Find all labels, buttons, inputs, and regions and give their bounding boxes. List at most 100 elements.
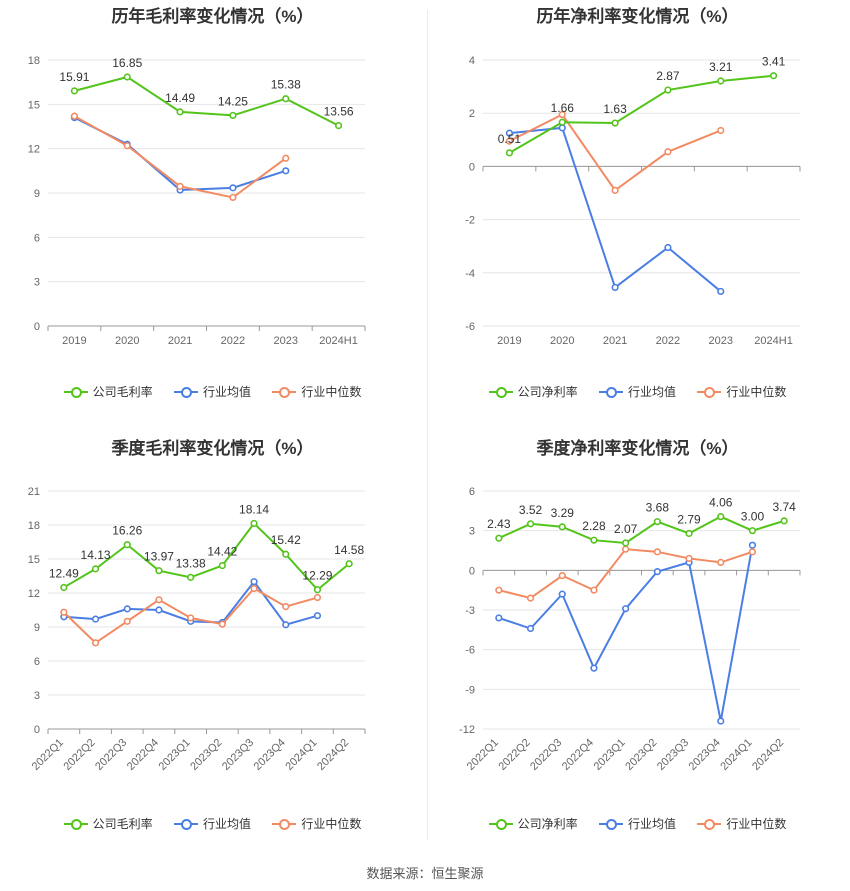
data-point[interactable] (60, 583, 68, 592)
data-point[interactable] (526, 624, 535, 633)
data-point[interactable] (622, 539, 630, 547)
data-point[interactable] (282, 603, 290, 611)
data-point[interactable] (282, 550, 290, 558)
data-point[interactable] (611, 186, 619, 194)
legend-item-median[interactable]: 行业中位数 (697, 815, 786, 832)
data-point[interactable] (717, 77, 725, 85)
data-point[interactable] (505, 129, 514, 137)
data-point[interactable] (611, 119, 619, 127)
data-point[interactable] (123, 73, 131, 81)
legend-item-median[interactable]: 行业中位数 (272, 815, 361, 832)
data-point[interactable] (250, 578, 258, 586)
data-point[interactable] (176, 108, 184, 116)
data-point[interactable] (717, 287, 725, 296)
data-point[interactable] (495, 534, 503, 542)
data-point[interactable] (313, 593, 322, 602)
data-point[interactable] (717, 126, 725, 135)
data-point[interactable] (313, 612, 322, 620)
data-point[interactable] (91, 565, 100, 573)
data-point[interactable] (123, 541, 131, 549)
data-point[interactable] (717, 558, 725, 566)
data-point[interactable] (590, 664, 598, 672)
data-point[interactable] (70, 87, 79, 95)
data-point[interactable] (590, 536, 598, 544)
data-point[interactable] (250, 584, 258, 593)
data-point[interactable] (748, 527, 757, 535)
data-point[interactable] (685, 529, 693, 538)
chart-legend[interactable]: 公司毛利率 行业均值 行业中位数 (0, 383, 425, 401)
data-point[interactable] (748, 541, 757, 549)
data-point[interactable] (769, 72, 778, 80)
data-point[interactable] (526, 594, 535, 602)
data-point[interactable] (664, 86, 672, 94)
data-point[interactable] (91, 639, 100, 647)
data-point[interactable] (558, 124, 566, 132)
data-point[interactable] (526, 520, 535, 528)
data-point[interactable] (218, 620, 226, 628)
legend-item-avg[interactable]: 行业均值 (598, 815, 676, 832)
data-point[interactable] (155, 567, 163, 575)
data-point[interactable] (590, 586, 598, 594)
data-point[interactable] (60, 608, 68, 616)
data-point[interactable] (155, 596, 163, 604)
data-point[interactable] (558, 590, 566, 598)
legend-item-median[interactable]: 行业中位数 (272, 383, 361, 400)
data-point[interactable] (282, 154, 290, 162)
data-point[interactable] (345, 560, 353, 568)
data-point[interactable] (123, 617, 131, 625)
data-point[interactable] (664, 148, 672, 156)
data-point[interactable] (505, 149, 514, 157)
data-point[interactable] (653, 518, 661, 526)
data-point[interactable] (495, 586, 503, 594)
data-point[interactable] (495, 614, 503, 622)
data-point[interactable] (664, 243, 672, 252)
data-point[interactable] (558, 523, 566, 531)
data-point[interactable] (229, 193, 237, 202)
data-point[interactable] (282, 621, 290, 629)
legend-item-avg[interactable]: 行业均值 (173, 383, 251, 400)
data-point[interactable] (155, 606, 163, 614)
data-point[interactable] (717, 717, 725, 725)
data-point[interactable] (622, 545, 630, 553)
data-point[interactable] (176, 182, 184, 190)
data-point[interactable] (123, 605, 131, 613)
data-point[interactable] (611, 283, 619, 292)
data-point[interactable] (748, 548, 757, 556)
legend-item-avg[interactable]: 行业均值 (173, 815, 251, 832)
data-point[interactable] (653, 568, 661, 576)
data-point[interactable] (187, 573, 195, 581)
legend-marker-icon (697, 818, 722, 830)
data-point[interactable] (218, 561, 226, 570)
data-point[interactable] (558, 110, 566, 119)
data-point[interactable] (558, 118, 566, 126)
legend-item-company[interactable]: 公司毛利率 (63, 383, 153, 400)
chart-legend[interactable]: 公司毛利率 行业均值 行业中位数 (0, 815, 425, 833)
x-tick-label: 2024Q2 (315, 737, 351, 773)
data-point[interactable] (123, 142, 131, 150)
data-point[interactable] (282, 95, 290, 103)
data-point[interactable] (313, 586, 322, 594)
data-point[interactable] (685, 554, 693, 563)
y-tick-label: -6 (465, 645, 475, 657)
data-point[interactable] (70, 112, 79, 120)
legend-item-company[interactable]: 公司净利率 (488, 383, 578, 400)
data-point[interactable] (780, 517, 788, 525)
data-point[interactable] (622, 605, 630, 613)
legend-item-company[interactable]: 公司毛利率 (63, 815, 153, 832)
data-point[interactable] (717, 513, 725, 521)
data-point[interactable] (505, 137, 514, 145)
chart-legend[interactable]: 公司净利率 行业均值 行业中位数 (425, 383, 850, 401)
data-point[interactable] (334, 122, 343, 130)
legend-item-avg[interactable]: 行业均值 (598, 383, 676, 400)
chart-legend[interactable]: 公司净利率 行业均值 行业中位数 (425, 815, 850, 833)
data-point[interactable] (229, 184, 237, 192)
data-point[interactable] (91, 615, 100, 623)
data-point[interactable] (282, 167, 290, 175)
data-point[interactable] (250, 519, 258, 528)
data-point[interactable] (558, 572, 566, 580)
data-point[interactable] (187, 614, 195, 622)
data-point[interactable] (653, 548, 661, 556)
legend-item-company[interactable]: 公司净利率 (488, 815, 578, 832)
legend-item-median[interactable]: 行业中位数 (697, 383, 786, 400)
data-point[interactable] (229, 111, 237, 120)
